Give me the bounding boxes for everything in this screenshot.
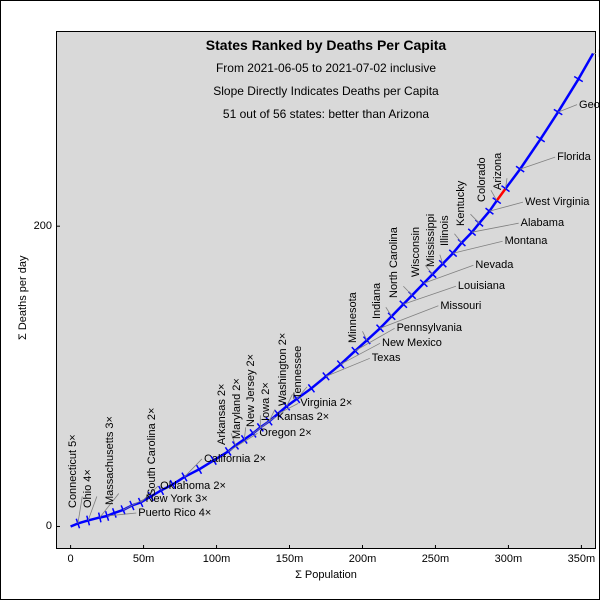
chart-container: States Ranked by Deaths Per Capita Σ Dea… (0, 0, 600, 600)
ytick-label: 200 (28, 220, 52, 232)
chart-subtitle-0: From 2021-06-05 to 2021-07-02 inclusive (56, 61, 596, 75)
chart-subtitle-2: 51 out of 56 states: better than Arizona (56, 107, 596, 121)
xtick-label: 150m (276, 553, 304, 565)
x-axis-label: Σ Population (56, 569, 596, 581)
xtick-label: 200m (349, 553, 377, 565)
chart-title: States Ranked by Deaths Per Capita (56, 37, 596, 53)
xtick-label: 50m (133, 553, 154, 565)
xtick-label: 250m (422, 553, 450, 565)
xtick-label: 300m (495, 553, 523, 565)
chart-subtitle-1: Slope Directly Indicates Deaths per Capi… (56, 84, 596, 98)
ytick-label: 0 (28, 520, 52, 532)
xtick-label: 350m (568, 553, 596, 565)
xtick-label: 0 (68, 553, 74, 565)
xtick-label: 100m (203, 553, 231, 565)
y-axis-label: Σ Deaths per day (17, 256, 29, 340)
